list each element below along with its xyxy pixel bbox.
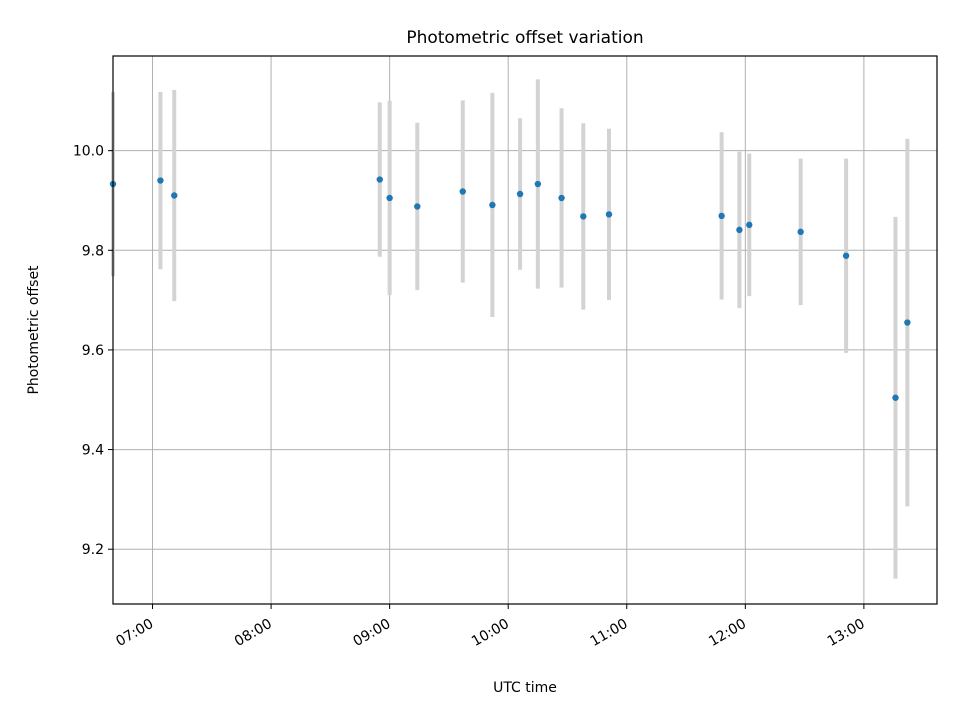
- error-bars: [111, 79, 910, 579]
- chart-title: Photometric offset variation: [406, 28, 643, 48]
- data-point: [157, 177, 164, 184]
- y-axis-ticks: 9.2 9.4 9.6 9.8 10.0: [73, 144, 113, 558]
- x-tick-label: 08:00: [232, 616, 275, 650]
- data-point: [718, 212, 725, 220]
- x-tick-label: 07:00: [113, 616, 156, 650]
- grid: [113, 56, 937, 604]
- x-tick-label: 10:00: [469, 616, 512, 650]
- data-point: [605, 211, 613, 218]
- x-axis-ticks: 07:00 08:00 09:00 10:00 11:00 12:00 13:00: [113, 604, 868, 650]
- y-axis-label: Photometric offset: [26, 265, 42, 395]
- x-tick-label: 13:00: [825, 616, 868, 650]
- data-point: [746, 221, 753, 229]
- data-point: [516, 190, 524, 198]
- x-tick-label: 12:00: [706, 616, 749, 650]
- plot-frame: [112, 55, 938, 605]
- data-point: [558, 194, 565, 202]
- y-tick-label: 9.2: [82, 542, 104, 558]
- y-tick-label: 9.6: [82, 343, 104, 359]
- data-point: [489, 201, 496, 209]
- data-point: [904, 319, 911, 326]
- data-point: [386, 194, 393, 202]
- data-point: [892, 394, 899, 401]
- data-point: [414, 203, 421, 210]
- x-tick-label: 11:00: [588, 616, 631, 650]
- y-tick-label: 9.4: [82, 443, 104, 459]
- data-point: [376, 176, 383, 183]
- data-point: [736, 226, 743, 234]
- y-tick-label: 10.0: [73, 144, 104, 160]
- x-axis-label: UTC time: [493, 680, 557, 696]
- x-tick-label: 09:00: [350, 616, 393, 650]
- data-point: [797, 228, 804, 236]
- data-point: [459, 188, 466, 195]
- data-point: [171, 192, 178, 199]
- data-point: [534, 180, 542, 188]
- y-tick-label: 9.8: [82, 243, 104, 259]
- data-point: [580, 213, 587, 220]
- data-point: [842, 252, 850, 259]
- data-points: [109, 176, 911, 401]
